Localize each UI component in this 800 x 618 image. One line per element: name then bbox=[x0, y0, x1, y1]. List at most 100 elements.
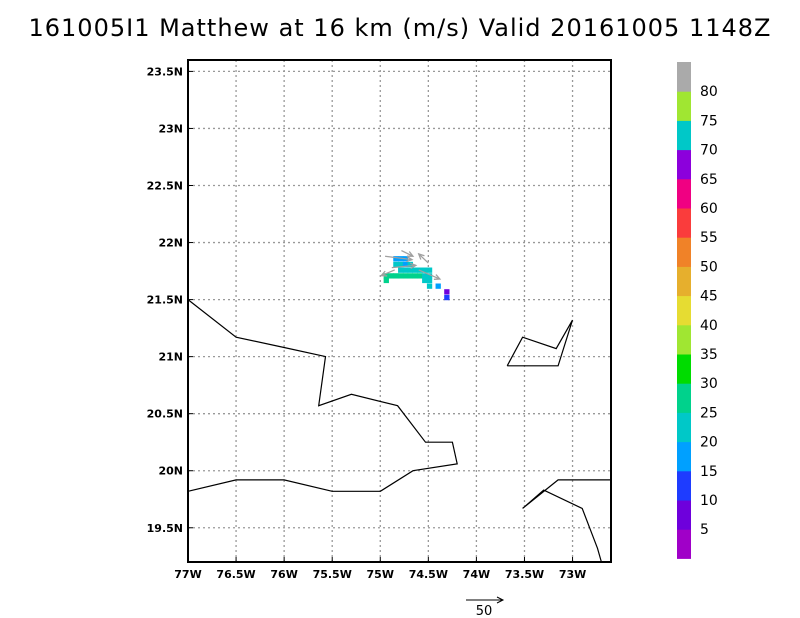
y-tick-label: 20N bbox=[158, 465, 183, 478]
wind-cell bbox=[412, 267, 418, 273]
coastline bbox=[522, 479, 611, 563]
wind-cell bbox=[412, 273, 418, 279]
wind-vector bbox=[384, 255, 413, 261]
wind-cell bbox=[426, 267, 433, 273]
wind-cell bbox=[393, 273, 399, 279]
wind-vector-head bbox=[417, 252, 425, 260]
y-tick-label: 20.5N bbox=[147, 408, 183, 421]
plot-frame bbox=[187, 59, 612, 563]
colorbar-label: 20 bbox=[700, 435, 718, 451]
colorbar-swatch bbox=[677, 266, 691, 297]
wind-vector bbox=[380, 269, 395, 277]
colorbar-label: 60 bbox=[700, 201, 718, 217]
wind-cell bbox=[426, 283, 433, 289]
wind-vector-head bbox=[379, 270, 388, 277]
wind-vector-head bbox=[406, 255, 414, 263]
colorbar-swatch bbox=[677, 412, 691, 443]
colorbar-label: 10 bbox=[700, 493, 718, 509]
wind-vector bbox=[391, 264, 416, 269]
x-tick-label: 76W bbox=[270, 568, 297, 581]
wind-cell bbox=[393, 261, 399, 268]
colorbar-swatch bbox=[677, 470, 691, 501]
coastlines bbox=[187, 299, 611, 563]
colorbar-label: 25 bbox=[700, 405, 718, 421]
wind-cell bbox=[402, 267, 409, 273]
x-tick-label: 76.5W bbox=[216, 568, 255, 581]
y-tick-label: 22N bbox=[158, 237, 183, 250]
colorbar-swatch bbox=[677, 91, 691, 121]
x-tick-label: 73W bbox=[559, 568, 586, 581]
wind-cell bbox=[407, 267, 413, 273]
colorbar-swatch bbox=[677, 354, 691, 384]
colorbar-swatch bbox=[677, 324, 691, 355]
x-tick-label: 75.5W bbox=[313, 568, 352, 581]
colorbar-label: 40 bbox=[700, 318, 718, 334]
wind-cell bbox=[426, 273, 433, 279]
wind-cell bbox=[422, 267, 428, 273]
colorbar-swatch bbox=[677, 178, 691, 209]
wind-cell bbox=[398, 267, 404, 273]
colorbar-label: 55 bbox=[700, 230, 718, 246]
wind-cell bbox=[393, 256, 399, 262]
colorbar-label: 35 bbox=[700, 347, 718, 363]
wind-cell bbox=[426, 277, 433, 284]
colorbar-label: 5 bbox=[700, 522, 709, 538]
y-tick-label: 21N bbox=[158, 351, 183, 364]
wind-cell bbox=[444, 294, 450, 301]
coastline bbox=[506, 319, 574, 367]
x-tick-label: 74W bbox=[463, 568, 490, 581]
wind-cell bbox=[422, 277, 428, 284]
wind-cell bbox=[398, 273, 404, 279]
wind-cell bbox=[383, 277, 389, 284]
colorbar-swatch bbox=[677, 62, 691, 92]
wind-vectors bbox=[379, 249, 442, 280]
colorbar-label: 75 bbox=[700, 113, 718, 129]
y-tick-label: 23N bbox=[158, 122, 183, 135]
gridlines bbox=[187, 60, 611, 562]
colorbar-swatch bbox=[677, 120, 691, 151]
wind-cell bbox=[407, 261, 413, 268]
colorbar-swatch bbox=[677, 529, 691, 559]
axis-ticks: 77W 76.5W 76W 75.5W 75W 74.5W 74W 73.5W 73W 19.5N… bbox=[147, 65, 587, 581]
colorbar-label: 65 bbox=[700, 172, 718, 188]
colorbar-swatch bbox=[677, 383, 691, 413]
y-tick-label: 19.5N bbox=[147, 522, 183, 535]
wind-cell bbox=[417, 273, 423, 279]
x-tick-label: 75W bbox=[367, 568, 394, 581]
y-tick-label: 23.5N bbox=[147, 65, 183, 78]
colorbar-label: 80 bbox=[700, 84, 718, 100]
x-tick-label: 73.5W bbox=[505, 568, 544, 581]
colorbar-label: 15 bbox=[700, 464, 718, 480]
colorbar-swatch bbox=[677, 208, 691, 238]
colorbar-label: 50 bbox=[700, 259, 718, 275]
wind-vector bbox=[401, 249, 414, 257]
reference-vector-head bbox=[496, 596, 505, 604]
colorbar-swatch bbox=[677, 500, 691, 530]
colorbar-label: 45 bbox=[700, 289, 718, 305]
colorbar-swatch bbox=[677, 149, 691, 180]
wind-vector-head bbox=[433, 274, 442, 280]
wind-cell bbox=[402, 261, 409, 268]
x-tick-label: 77W bbox=[174, 568, 201, 581]
wind-cell bbox=[402, 273, 409, 279]
chart-title: 161005I1 Matthew at 16 km (m/s) Valid 20… bbox=[28, 14, 772, 42]
colorbar-swatch bbox=[677, 441, 691, 472]
y-tick-label: 21.5N bbox=[147, 294, 183, 307]
wind-vector-head bbox=[409, 262, 418, 270]
wind-cell bbox=[407, 273, 413, 279]
y-tick-label: 22.5N bbox=[147, 180, 183, 193]
colorbar-label: 30 bbox=[700, 376, 718, 392]
wind-cell bbox=[444, 289, 450, 295]
colorbar-swatch bbox=[677, 237, 691, 267]
wind-cell bbox=[398, 261, 404, 268]
colorbar-label: 70 bbox=[700, 143, 718, 159]
wind-vector bbox=[418, 269, 441, 280]
wind-vector-head bbox=[406, 251, 415, 257]
colorbar-swatch bbox=[677, 295, 691, 326]
coastline bbox=[187, 299, 458, 492]
wind-vector bbox=[418, 253, 429, 264]
wind-cell bbox=[435, 283, 441, 289]
wind-cell bbox=[422, 273, 428, 279]
colorbar: 5 10 15 20 25 30 35 40 45 50 55 60 65 70 75 80 bbox=[677, 62, 718, 559]
